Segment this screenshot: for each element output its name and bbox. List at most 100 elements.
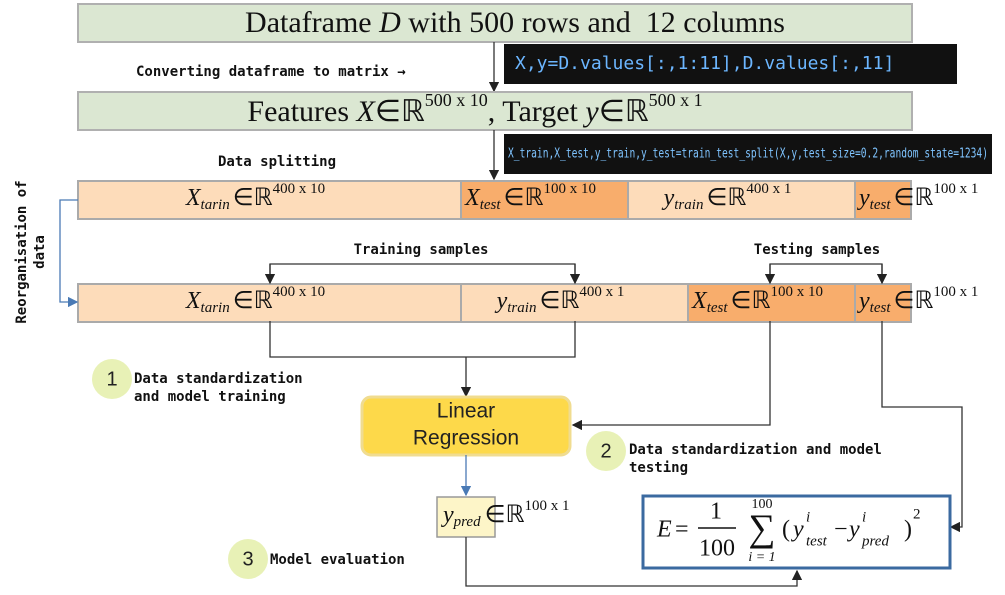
arrow: [571, 321, 771, 431]
formula-part: test: [806, 533, 828, 549]
formula: E = 1 100 100 ∑ i = 1 ( y i test − y i p…: [656, 497, 921, 565]
dim: 100 x 10: [543, 181, 596, 197]
set: ∈ℝ: [485, 502, 525, 528]
set: ∈ℝ: [233, 185, 273, 211]
step-text: Data standardization: [134, 371, 303, 387]
var: y: [495, 288, 508, 314]
code-box: [504, 44, 957, 84]
cell-text: ytest ∈ℝ100 x 1: [857, 181, 978, 213]
cell-text: Xtest ∈ℝ100 x 10: [691, 284, 823, 316]
formula-part: −: [834, 517, 848, 543]
var: X: [691, 288, 708, 314]
step-label: Converting dataframe to matrix →: [136, 64, 406, 80]
set: ∈ℝ: [706, 185, 746, 211]
set: ∈ℝ: [894, 185, 934, 211]
dim: 500 x 1: [649, 90, 703, 110]
var: y: [582, 95, 599, 128]
sub: pred: [453, 514, 481, 530]
step-text: Data standardization and model: [629, 442, 882, 458]
formula-part: 100: [699, 536, 735, 562]
title-part: Dataframe: [245, 6, 379, 39]
side-label: data: [32, 235, 48, 269]
side-label: Reorganisation of: [14, 180, 30, 323]
formula-part: 2: [913, 506, 921, 522]
cell-text: Xtarin ∈ℝ400 x 10: [185, 284, 325, 316]
sub: train: [674, 197, 703, 213]
dim: 100 x 10: [770, 284, 823, 300]
set: ∈ℝ: [375, 95, 425, 128]
row-cell: [854, 180, 912, 220]
label: , Target: [488, 95, 586, 128]
cell-text: ytest ∈ℝ100 x 1: [857, 284, 978, 316]
connector: [269, 321, 576, 358]
code-box: [504, 134, 992, 174]
formula-part: pred: [861, 533, 889, 549]
cell-text: Xtest ∈ℝ100 x 10: [464, 181, 596, 213]
rows: Xtarin ∈ℝ400 x 10 Xtest ∈ℝ100 x 10 ytrain ∈ℝ4…: [77, 180, 978, 323]
arrow: [465, 537, 803, 587]
dim: 400 x 10: [273, 181, 326, 197]
step-number: 2: [600, 440, 611, 462]
formula-part: 100: [752, 497, 773, 512]
group-label: Training samples: [354, 242, 489, 258]
sub: test: [870, 197, 892, 213]
dim: 100 x 1: [525, 498, 570, 514]
sub: test: [707, 300, 729, 316]
set: ∈ℝ: [233, 288, 273, 314]
formula-part: 1: [710, 499, 722, 525]
formula-part: ∑: [748, 508, 775, 550]
prediction-text: ypred ∈ℝ100 x 1: [441, 498, 570, 530]
code-text: X_train,X_test,y_train,y_test=train_test…: [508, 147, 988, 162]
formula-part: ): [904, 517, 912, 543]
cell-text: ytrain ∈ℝ400 x 1: [662, 181, 792, 213]
bracket: [769, 263, 883, 282]
bracket: [269, 263, 576, 282]
step-badge: [586, 431, 626, 471]
step-number: 1: [106, 368, 117, 390]
var: y: [857, 288, 870, 314]
step-label: Data splitting: [218, 154, 336, 170]
var: y: [857, 185, 870, 211]
sub: test: [870, 300, 892, 316]
model-label: Regression: [413, 427, 519, 450]
label: Features: [247, 95, 356, 128]
code-text: X,y=D.values[:,1:11],D.values[:,11]: [515, 53, 894, 74]
title-part: with 500 rows and 12 columns: [401, 6, 785, 39]
var: X: [356, 95, 377, 128]
step-text: and model training: [134, 389, 286, 405]
sub: tarin: [201, 300, 230, 316]
model-label: Linear: [437, 400, 495, 423]
row-cell: [687, 283, 856, 323]
arrow: [59, 199, 79, 308]
step-text: Model evaluation: [270, 552, 405, 568]
formula-part: y: [847, 517, 860, 543]
dim: 400 x 1: [746, 181, 791, 197]
set: ∈ℝ: [599, 95, 649, 128]
sub: tarin: [201, 197, 230, 213]
features-text: Features X∈ℝ500 x 10, Target y∈ℝ500 x 1: [247, 90, 702, 128]
step-number: 3: [242, 548, 253, 570]
dim: 400 x 10: [273, 284, 326, 300]
title-var: D: [378, 6, 401, 39]
formula-box: [641, 494, 952, 570]
formula-part: i: [806, 509, 810, 525]
set: ∈ℝ: [731, 288, 771, 314]
cell-text: Xtarin ∈ℝ400 x 10: [185, 181, 325, 213]
formula-part: (: [782, 517, 790, 543]
formula-part: y: [791, 517, 804, 543]
dim: 500 x 10: [425, 90, 488, 110]
var: X: [185, 288, 202, 314]
cell-text: ytrain ∈ℝ400 x 1: [495, 284, 625, 316]
dim: 100 x 1: [933, 284, 978, 300]
step-text: testing: [629, 460, 688, 476]
dim: 400 x 1: [579, 284, 624, 300]
set: ∈ℝ: [894, 288, 934, 314]
arrow: [881, 321, 963, 533]
sub: train: [507, 300, 536, 316]
dim: 100 x 1: [933, 181, 978, 197]
var: y: [441, 502, 454, 528]
features-box: [77, 91, 913, 131]
dataframe-title: Dataframe D with 500 rows and 12 columns: [245, 6, 785, 39]
row-cell: [854, 283, 912, 323]
